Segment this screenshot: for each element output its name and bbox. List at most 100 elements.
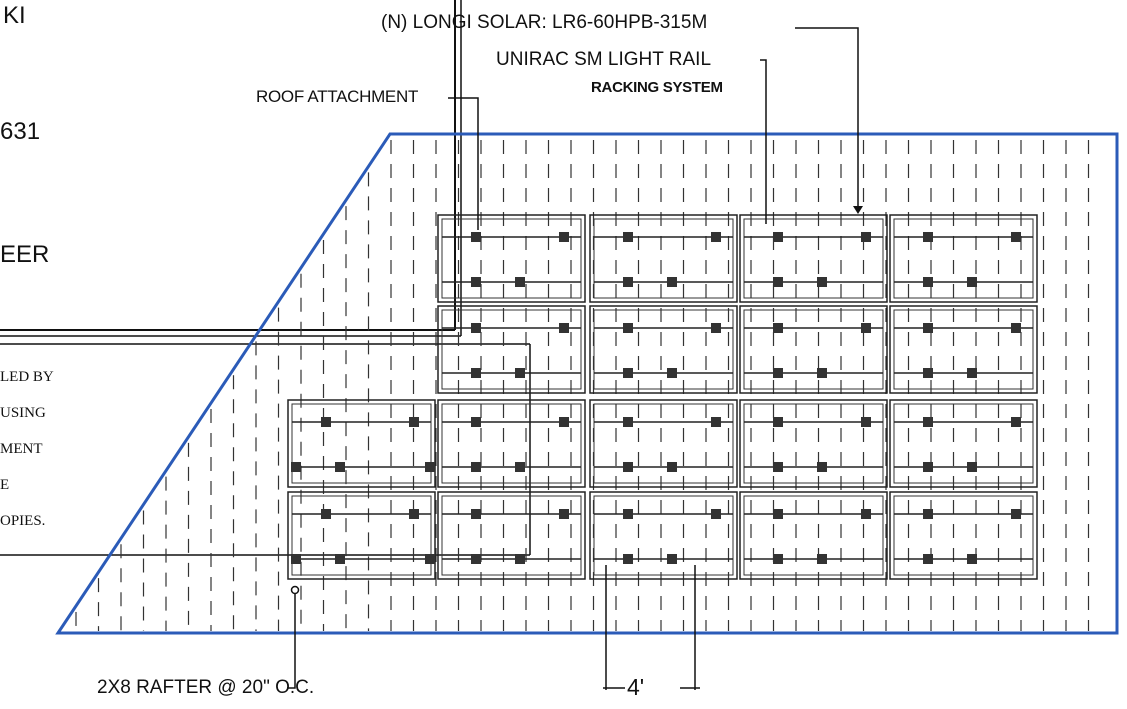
roof-attachment-clamp [923, 323, 933, 333]
roof-attachment-clamp [773, 509, 783, 519]
solar-module [437, 399, 586, 488]
roof-attachment-clamp [967, 277, 977, 287]
module-frame-inner [291, 403, 432, 484]
roof-attachment-clamp [773, 232, 783, 242]
title-block-border [0, 0, 462, 337]
module-frame-outer [739, 491, 888, 580]
racking-leader [760, 59, 767, 224]
roof-attachment-clamp [291, 462, 301, 472]
roof-attachment-clamp [1011, 509, 1021, 519]
roof-attachment-clamp [1011, 232, 1021, 242]
solar-module [589, 399, 738, 488]
roof-attachment-leader [448, 97, 479, 230]
roof-attachment-clamp [817, 554, 827, 564]
roof-attachment-clamp [471, 232, 481, 242]
note-line-2: USING [0, 405, 46, 421]
rafter-leader-dot [290, 585, 300, 595]
roof-attachment-clamp [425, 462, 435, 472]
roof-attachment-clamp [773, 462, 783, 472]
solar-module [739, 399, 888, 488]
roof-attachment-clamp [817, 462, 827, 472]
dimension-label: 4' [627, 674, 645, 700]
module-frame-outer [739, 399, 888, 488]
racking-callout-line-1: UNIRAC SM LIGHT RAIL [496, 49, 712, 70]
roof-attachment-clamp [471, 462, 481, 472]
roof-attachment-clamp [559, 509, 569, 519]
solar-module [589, 305, 738, 394]
module-frame-outer [437, 305, 586, 394]
note-line-1: LED BY [0, 369, 54, 385]
roof-attachment-clamp [923, 277, 933, 287]
roof-attachment-clamp [515, 277, 525, 287]
module-frame-outer [739, 214, 888, 303]
roof-attachment-clamp [409, 509, 419, 519]
roof-attachment-clamp [623, 509, 633, 519]
module-frame-inner [743, 309, 884, 390]
roof-attachment-clamp [623, 323, 633, 333]
title-block-fragment-bottom: EER [0, 241, 50, 268]
roof-attachment-clamp [515, 554, 525, 564]
module-frame-outer [437, 491, 586, 580]
roof-attachment-clamp [1011, 417, 1021, 427]
roof-attachment-clamp [667, 277, 677, 287]
solar-module [589, 214, 738, 303]
roof-attachment-clamp [861, 323, 871, 333]
roof-attachment-clamp [623, 277, 633, 287]
module-frame-outer [437, 399, 586, 488]
roof-attachment-clamp [409, 417, 419, 427]
roof-attachment-clamp [471, 417, 481, 427]
racking-callout-line-2: RACKING SYSTEM [591, 79, 723, 96]
roof-attachment-clamp [667, 368, 677, 378]
solar-module [889, 399, 1038, 488]
roof-attachment-clamp [861, 509, 871, 519]
title-block-fragment-top: KI [3, 2, 26, 29]
roof-attachment-clamp [923, 509, 933, 519]
leader-lines [287, 27, 859, 690]
solar-module [437, 491, 586, 580]
roof-attachment-clamp [711, 232, 721, 242]
module-frame-outer [889, 491, 1038, 580]
roof-attachment-clamp [1011, 323, 1021, 333]
roof-attachment-clamp [471, 554, 481, 564]
roof-attachment-clamp [773, 368, 783, 378]
roof-attachment-clamp [923, 232, 933, 242]
roof-attachment-clamp [711, 509, 721, 519]
rafters [75, 140, 1090, 631]
module-frame-outer [589, 399, 738, 488]
roof-attachment-clamp [667, 462, 677, 472]
module-frame-inner [893, 309, 1034, 390]
roof-attachment-clamp [817, 368, 827, 378]
module-frame-inner [893, 403, 1034, 484]
solar-module [437, 214, 586, 303]
roof-attachment-clamp [559, 232, 569, 242]
roof-attachment-clamp [711, 417, 721, 427]
note-box [0, 343, 531, 556]
module-frame-inner [291, 495, 432, 576]
roof-attachment-clamp [515, 462, 525, 472]
solar-module [437, 305, 586, 394]
roof-attachment-clamp [861, 232, 871, 242]
module-frame-inner [743, 218, 884, 299]
roof-attachment-clamp [623, 554, 633, 564]
roof-attachment-clamp [623, 417, 633, 427]
roof-attachment-clamp [967, 554, 977, 564]
solar-module [739, 214, 888, 303]
roof-attachment-clamp [471, 368, 481, 378]
roof-attachment-clamp [623, 462, 633, 472]
module-frame-outer [889, 214, 1038, 303]
roof-attachment-clamp [773, 323, 783, 333]
module-frame-inner [593, 218, 734, 299]
roof-outline [55, 132, 1119, 635]
roof-attachment-clamp [667, 554, 677, 564]
module-leader [795, 27, 859, 208]
module-frame-outer [589, 491, 738, 580]
module-frame-inner [441, 403, 582, 484]
roof-attachment-clamp [923, 368, 933, 378]
module-leader-arrow [853, 206, 863, 214]
roof-attachment-clamp [515, 368, 525, 378]
module-array [287, 214, 1038, 580]
module-frame-outer [287, 399, 436, 488]
roof-attachment-clamp [773, 277, 783, 287]
roof-attachment-clamp [923, 417, 933, 427]
